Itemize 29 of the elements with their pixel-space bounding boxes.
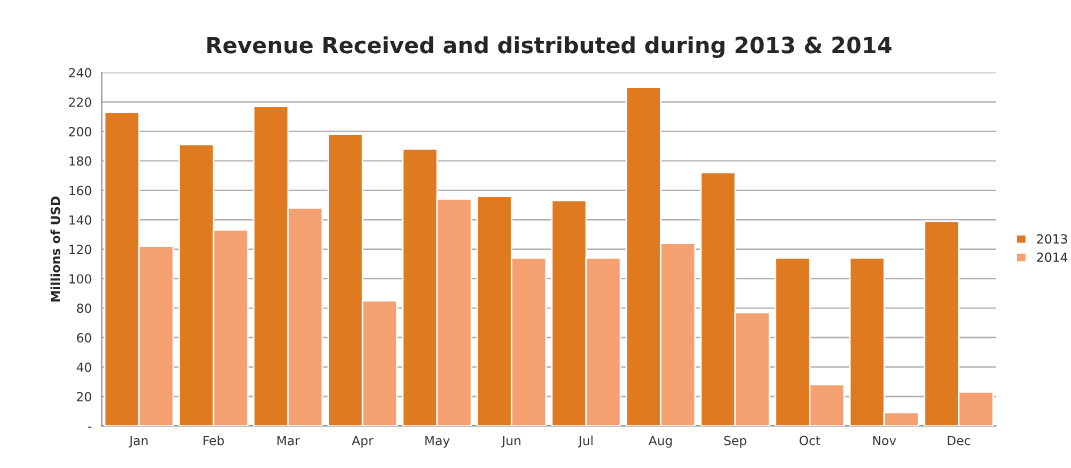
x-tick-label: Sep bbox=[724, 435, 747, 448]
x-tick-label: Nov bbox=[873, 435, 897, 446]
x-tick-label: Dec bbox=[947, 435, 971, 446]
x-tick-label: Jan bbox=[128, 435, 148, 448]
y-tick-label: 180 bbox=[69, 156, 92, 166]
x-tick-label: Jul bbox=[577, 435, 593, 448]
x-tick-label: Apr bbox=[351, 435, 374, 448]
y-tick-label: 40 bbox=[76, 362, 92, 372]
y-tick-label: - bbox=[88, 426, 92, 428]
y-tick-label: 60 bbox=[76, 333, 92, 343]
x-tick-label: Jun bbox=[501, 435, 521, 448]
y-tick-label: 100 bbox=[69, 274, 92, 284]
x-tick-label: Mar bbox=[277, 435, 300, 446]
y-tick-label: 120 bbox=[69, 244, 92, 255]
x-tick-label: Feb bbox=[203, 435, 224, 446]
x-tick-label: Oct bbox=[799, 435, 821, 446]
y-axis-title: Millions of USD bbox=[50, 196, 61, 302]
y-tick-label: 20 bbox=[77, 391, 92, 402]
y-tick-label: 240 bbox=[69, 68, 92, 78]
y-tick-label: 220 bbox=[69, 97, 92, 107]
y-tick-label: 200 bbox=[69, 126, 92, 137]
x-tick-label: Aug bbox=[648, 435, 672, 448]
y-tick-label: 140 bbox=[69, 215, 92, 225]
y-tick-label: 160 bbox=[69, 185, 92, 196]
x-tick-label: May bbox=[425, 435, 450, 448]
legend-label: 2014 bbox=[1037, 252, 1068, 263]
legend-label: 2013 bbox=[1037, 234, 1068, 244]
chart-title: Revenue Received and distributed during 2013 & 2014 bbox=[207, 36, 892, 58]
y-tick-label: 80 bbox=[76, 303, 92, 314]
